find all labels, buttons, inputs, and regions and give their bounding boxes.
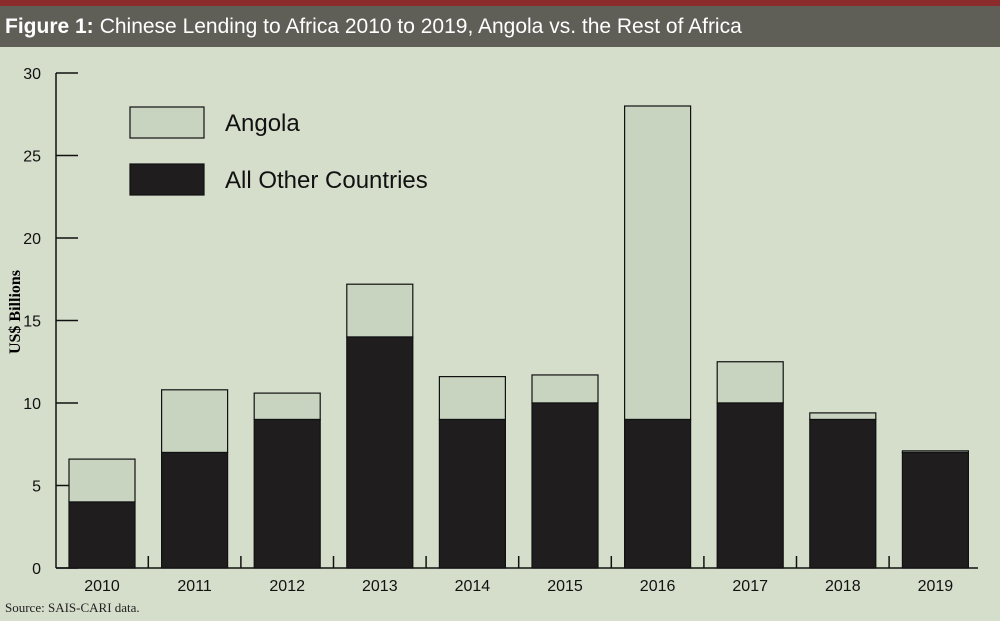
bar-angola — [716, 361, 784, 404]
chart-bars — [68, 105, 970, 569]
bar-angola — [68, 458, 136, 503]
x-tick-label: 2019 — [918, 578, 954, 595]
y-tick-label: 25 — [23, 149, 41, 166]
bar-other-countries — [901, 451, 970, 569]
y-tick-label: 0 — [32, 561, 41, 578]
bar-angola — [531, 374, 599, 404]
figure-title: Chinese Lending to Africa 2010 to 2019, … — [99, 14, 742, 38]
bar-other-countries — [531, 402, 599, 569]
bar-other-countries — [809, 418, 877, 569]
bar-angola — [438, 376, 506, 421]
bar-angola — [623, 105, 692, 421]
bar-other-countries — [161, 451, 229, 569]
x-tick-label: 2016 — [640, 578, 676, 595]
top-accent-stripe — [0, 0, 1000, 6]
bar-other-countries — [438, 418, 506, 569]
bar-other-countries — [346, 336, 414, 569]
y-tick-label: 10 — [23, 396, 41, 413]
legend-label: All Other Countries — [225, 167, 428, 194]
x-tick-label: 2018 — [825, 578, 861, 595]
figure-label: Figure 1: — [5, 14, 94, 38]
x-tick-label: 2011 — [177, 578, 212, 595]
bar-other-countries — [716, 402, 784, 569]
y-axis-label: US$ Billions — [7, 270, 24, 354]
bar-chart: 0 5 10 15 20 25 30 2010 2011 2012 2013 2014 2015 2016… — [7, 66, 978, 595]
y-tick-label: 30 — [23, 66, 41, 83]
legend-swatch — [129, 163, 205, 196]
bar-angola — [809, 412, 877, 421]
bar-other-countries — [623, 418, 692, 569]
figure-header: Figure 1: Chinese Lending to Africa 2010… — [0, 6, 1000, 47]
x-tick-label: 2017 — [732, 578, 768, 595]
x-tick-label: 2015 — [547, 578, 583, 595]
chart-legend: Angola All Other Countries — [129, 106, 428, 196]
bar-other-countries — [253, 418, 321, 569]
source-note: Source: SAIS-CARI data. — [5, 600, 140, 615]
x-tick-label: 2010 — [84, 578, 120, 595]
y-tick-label: 5 — [32, 479, 41, 496]
bar-other-countries — [68, 501, 136, 569]
legend-label: Angola — [225, 110, 300, 137]
bar-angola — [253, 392, 321, 421]
x-tick-label: 2013 — [362, 578, 398, 595]
y-tick-label: 20 — [23, 231, 41, 248]
y-tick-label: 15 — [23, 314, 41, 331]
bar-angola — [161, 389, 229, 454]
x-tick-label: 2012 — [269, 578, 305, 595]
bar-angola — [346, 283, 414, 338]
legend-swatch — [129, 106, 205, 139]
x-tick-label: 2014 — [455, 578, 491, 595]
